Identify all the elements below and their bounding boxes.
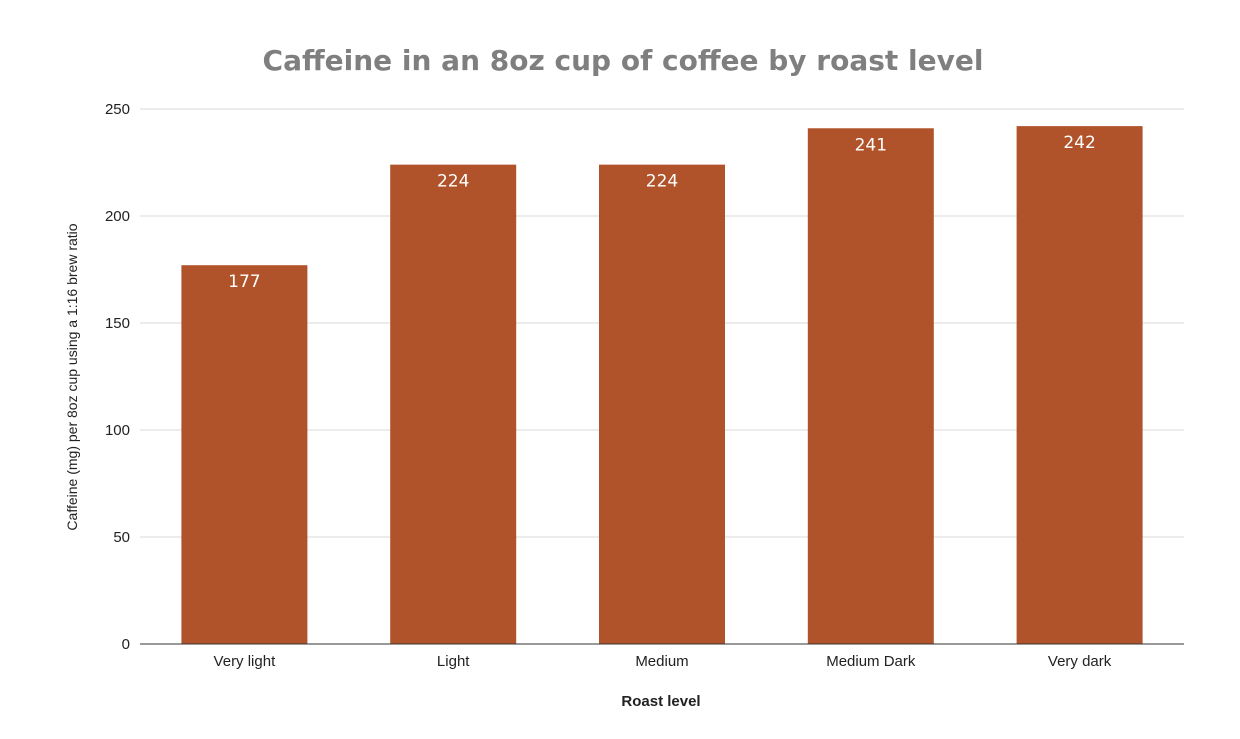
bars xyxy=(181,126,1143,645)
y-tick-label: 100 xyxy=(105,422,130,439)
x-tick-label: Very light xyxy=(214,653,277,670)
data-label: 224 xyxy=(437,172,469,192)
data-label: 241 xyxy=(855,135,887,155)
x-axis-title: Roast level xyxy=(621,693,700,710)
bar xyxy=(599,164,725,644)
x-axis-tick-labels: Very light Light Medium Medium Dark Very dar… xyxy=(214,653,1112,670)
y-tick-label: 150 xyxy=(105,315,130,332)
x-tick-label: Medium Dark xyxy=(826,653,916,670)
y-tick-label: 0 xyxy=(122,636,130,653)
y-tick-label: 200 xyxy=(105,208,130,225)
chart-title: Caffeine in an 8oz cup of coffee by roas… xyxy=(263,44,984,77)
bar xyxy=(181,265,308,644)
x-tick-label: Very dark xyxy=(1048,653,1112,670)
bar xyxy=(807,128,934,644)
y-axis-title: Caffeine (mg) per 8oz cup using a 1:16 b… xyxy=(64,223,80,530)
x-tick-label: Medium xyxy=(635,653,688,670)
data-labels: 177 224 224 241 242 xyxy=(228,133,1096,292)
data-label: 177 xyxy=(228,272,260,292)
y-tick-label: 250 xyxy=(105,101,130,118)
bar xyxy=(1016,126,1143,645)
data-label: 242 xyxy=(1063,133,1095,153)
bar xyxy=(390,164,517,644)
y-tick-label: 50 xyxy=(113,529,130,546)
y-axis-tick-labels: 0 50 100 150 200 250 xyxy=(105,101,130,653)
data-label: 224 xyxy=(646,172,678,192)
x-tick-label: Light xyxy=(437,653,470,670)
